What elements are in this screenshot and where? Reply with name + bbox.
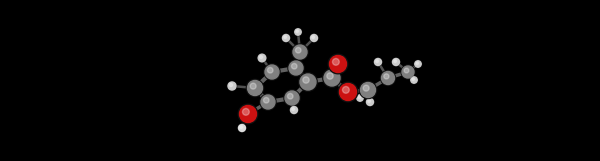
Circle shape — [368, 100, 371, 103]
Circle shape — [415, 60, 422, 68]
Circle shape — [258, 54, 266, 62]
Circle shape — [282, 34, 290, 42]
Circle shape — [323, 69, 341, 87]
Circle shape — [285, 91, 299, 105]
Circle shape — [292, 108, 295, 110]
Circle shape — [356, 94, 364, 102]
Circle shape — [359, 81, 377, 99]
Circle shape — [358, 96, 361, 99]
Circle shape — [260, 94, 276, 110]
Circle shape — [327, 73, 333, 79]
Circle shape — [290, 106, 298, 114]
Circle shape — [257, 54, 266, 62]
Circle shape — [260, 56, 263, 59]
Circle shape — [392, 58, 400, 66]
Circle shape — [311, 34, 317, 42]
Circle shape — [410, 76, 418, 84]
Circle shape — [289, 61, 303, 75]
Circle shape — [324, 70, 340, 86]
Circle shape — [248, 80, 263, 95]
Circle shape — [290, 106, 298, 114]
Circle shape — [295, 28, 302, 36]
Circle shape — [401, 65, 415, 79]
Circle shape — [312, 36, 314, 38]
Circle shape — [402, 66, 414, 78]
Circle shape — [338, 82, 358, 102]
Circle shape — [238, 124, 246, 132]
Circle shape — [329, 56, 347, 72]
Circle shape — [293, 45, 307, 59]
Circle shape — [284, 90, 300, 106]
Circle shape — [376, 60, 379, 62]
Circle shape — [265, 65, 279, 79]
Circle shape — [228, 82, 236, 90]
Circle shape — [303, 77, 309, 83]
Circle shape — [382, 71, 395, 85]
Circle shape — [367, 99, 373, 105]
Circle shape — [264, 64, 280, 80]
Circle shape — [292, 63, 297, 69]
Circle shape — [287, 93, 293, 99]
Circle shape — [404, 68, 409, 73]
Circle shape — [263, 97, 269, 103]
Circle shape — [239, 105, 257, 123]
Circle shape — [411, 77, 417, 83]
Circle shape — [261, 95, 275, 109]
Circle shape — [361, 82, 376, 98]
Circle shape — [292, 44, 308, 60]
Circle shape — [412, 78, 415, 80]
Circle shape — [328, 54, 348, 74]
Circle shape — [250, 83, 256, 89]
Circle shape — [416, 62, 418, 64]
Circle shape — [242, 109, 249, 115]
Circle shape — [343, 86, 349, 93]
Circle shape — [229, 83, 233, 87]
Circle shape — [239, 124, 245, 132]
Circle shape — [310, 34, 318, 42]
Circle shape — [332, 58, 339, 65]
Circle shape — [295, 47, 301, 53]
Circle shape — [392, 58, 400, 66]
Circle shape — [240, 126, 242, 128]
Circle shape — [366, 98, 374, 106]
Circle shape — [295, 29, 301, 35]
Circle shape — [284, 36, 287, 38]
Circle shape — [384, 74, 389, 79]
Circle shape — [357, 95, 363, 101]
Circle shape — [268, 67, 273, 73]
Circle shape — [374, 58, 382, 66]
Circle shape — [415, 61, 421, 67]
Circle shape — [380, 71, 395, 85]
Circle shape — [296, 30, 298, 33]
Circle shape — [300, 74, 316, 90]
Circle shape — [394, 60, 397, 62]
Circle shape — [227, 81, 236, 91]
Circle shape — [340, 84, 356, 100]
Circle shape — [288, 60, 304, 76]
Circle shape — [247, 79, 263, 97]
Circle shape — [374, 58, 382, 66]
Circle shape — [238, 104, 258, 124]
Circle shape — [283, 34, 290, 42]
Circle shape — [363, 85, 369, 91]
Circle shape — [299, 73, 317, 91]
